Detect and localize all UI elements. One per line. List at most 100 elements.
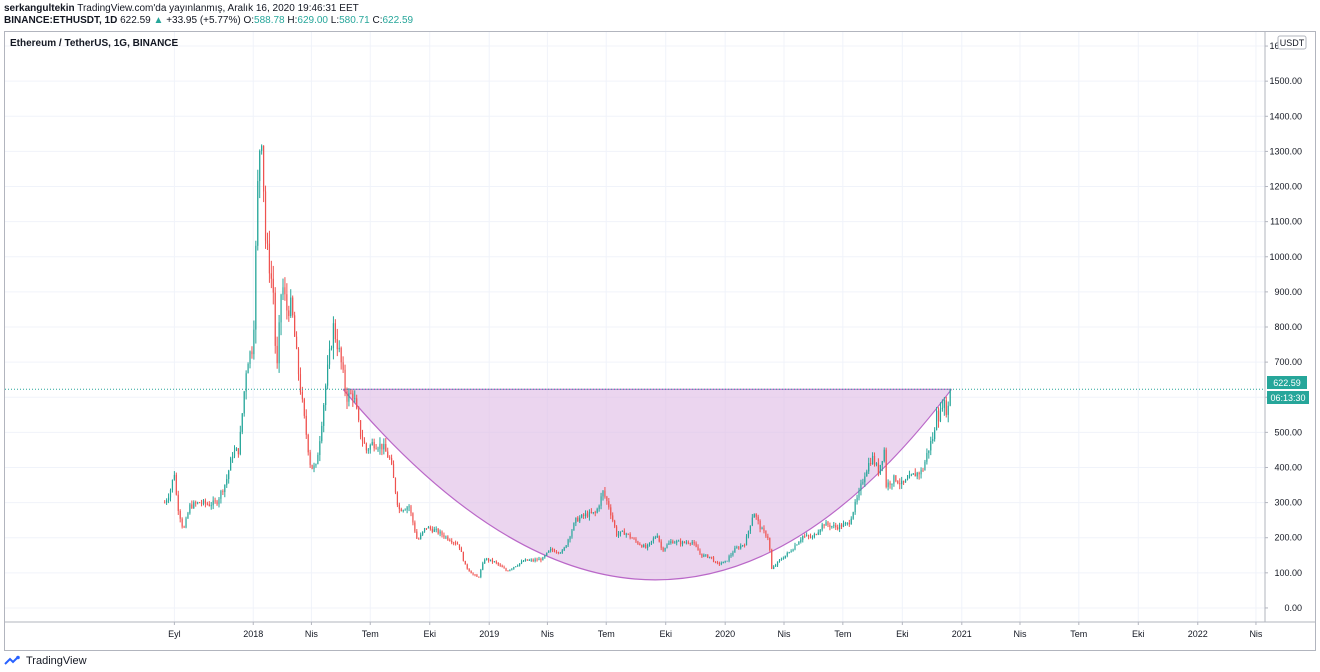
candle-body xyxy=(763,528,765,531)
candle-body xyxy=(681,541,684,545)
candle-body xyxy=(889,482,891,485)
candle-body xyxy=(776,561,779,566)
candle-body xyxy=(311,464,313,469)
candle-body xyxy=(189,504,191,514)
candle-body xyxy=(615,526,618,536)
candle-body xyxy=(342,362,344,370)
chart-frame xyxy=(4,31,1316,651)
candle-body xyxy=(877,463,880,474)
rounded-bottom-pattern[interactable] xyxy=(342,388,952,581)
candle-body xyxy=(517,565,519,567)
low-label: L: xyxy=(330,15,340,26)
candle-body xyxy=(633,538,635,540)
candle-body xyxy=(588,511,591,517)
candle-body xyxy=(866,471,868,477)
candle-body xyxy=(544,555,546,558)
candle-body xyxy=(873,455,876,465)
author-name[interactable]: serkangultekin xyxy=(4,3,75,14)
candle-body xyxy=(660,541,662,548)
candle-body xyxy=(356,398,358,409)
candle-body xyxy=(377,448,379,450)
price-axis[interactable]: 0.00100.00200.00300.00400.00500.00600.00… xyxy=(1265,41,1302,613)
candle-body xyxy=(689,543,691,545)
candle-body xyxy=(899,483,901,485)
candle-body xyxy=(835,525,837,528)
candle-body xyxy=(346,390,348,402)
candle-body xyxy=(664,547,666,551)
pattern-curve[interactable] xyxy=(342,388,952,581)
publish-date: TradingView.com'da yayınlanmış, Aralık 1… xyxy=(77,3,359,14)
candle-body xyxy=(887,482,889,487)
candle-body xyxy=(807,535,810,537)
candle-body xyxy=(941,407,944,409)
candle-body xyxy=(437,528,439,534)
candle-body xyxy=(509,569,511,572)
candle-body xyxy=(462,551,464,561)
candle-body xyxy=(908,475,911,479)
candle-body xyxy=(571,530,573,537)
candle-body xyxy=(759,520,761,530)
candle-body xyxy=(627,533,629,535)
candle-body xyxy=(359,420,362,437)
candle-body xyxy=(204,500,207,504)
candle-body xyxy=(738,547,740,549)
candle-body xyxy=(466,564,468,569)
candle-body xyxy=(625,533,627,535)
candle-body xyxy=(924,461,926,471)
candle-body xyxy=(563,547,565,551)
candle-body xyxy=(228,470,230,480)
candle-body xyxy=(534,559,536,561)
candle-body xyxy=(769,537,771,550)
candle-body xyxy=(679,540,682,545)
candle-body xyxy=(939,408,942,422)
candle-body xyxy=(487,558,490,561)
currency-button[interactable]: USDT xyxy=(1277,35,1307,50)
candle-body xyxy=(685,542,687,544)
symbol-label: BINANCE:ETHUSDT, 1D xyxy=(4,15,118,26)
candle-body xyxy=(350,392,352,394)
candle-body xyxy=(524,559,527,562)
candle-body xyxy=(645,544,647,548)
candle-body xyxy=(210,505,212,507)
candle-body xyxy=(241,413,243,432)
candle-body xyxy=(268,243,271,274)
candle-body xyxy=(208,504,210,506)
candle-body xyxy=(361,436,364,441)
tradingview-logo-icon[interactable] xyxy=(4,655,22,667)
candle-body xyxy=(871,455,874,464)
candle-body xyxy=(569,536,571,540)
candle-body xyxy=(753,514,755,518)
candle-body xyxy=(486,558,488,560)
candle-body xyxy=(433,529,435,532)
candle-body xyxy=(334,323,336,340)
candle-body xyxy=(358,408,360,421)
candle-body xyxy=(257,181,259,246)
time-axis[interactable]: Eyl 2018 Nis Tem Eki 2019 Nis Tem Eki 2020 Nis Tem E… xyxy=(168,622,1263,639)
candle-body xyxy=(788,552,790,553)
candle-body xyxy=(707,554,709,558)
candle-body xyxy=(840,524,843,527)
candle-body xyxy=(458,544,461,549)
candle-body xyxy=(662,547,664,551)
candle-body xyxy=(709,556,711,558)
brand-name[interactable]: TradingView xyxy=(26,655,87,667)
candle-body xyxy=(464,560,466,565)
candle-body xyxy=(815,534,817,535)
candle-body xyxy=(778,559,781,562)
candle-body xyxy=(501,565,503,568)
candle-body xyxy=(581,514,583,518)
candle-body xyxy=(796,544,798,546)
candle-body xyxy=(608,500,610,508)
candle-body xyxy=(303,399,305,416)
candle-body xyxy=(652,538,655,541)
candle-body xyxy=(833,525,835,527)
candle-body xyxy=(441,531,443,535)
y-tick-label: 1100.00 xyxy=(1270,217,1302,227)
candle-body xyxy=(610,507,612,516)
candle-body xyxy=(297,348,300,375)
candle-body xyxy=(893,475,895,484)
candle-body xyxy=(712,557,715,562)
candle-body xyxy=(402,510,404,512)
candle-body xyxy=(532,559,534,561)
